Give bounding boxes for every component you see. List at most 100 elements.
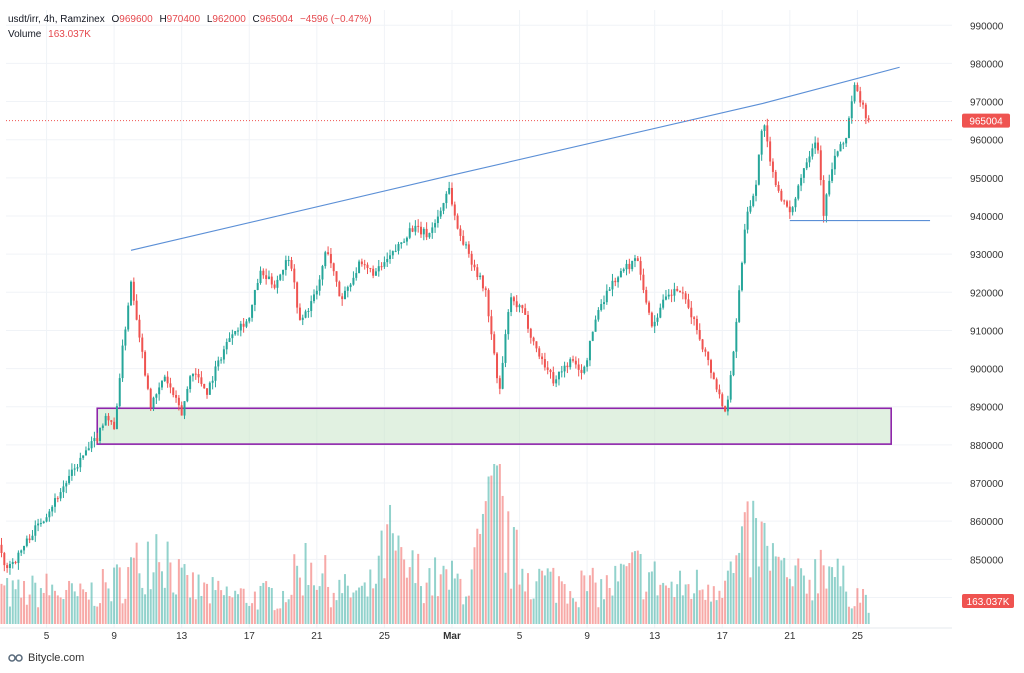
volume-bar (346, 585, 349, 624)
volume-bar (287, 599, 290, 624)
volume-bar (279, 608, 282, 624)
candle-body (225, 341, 228, 350)
candle (8, 560, 11, 575)
candle-body (245, 321, 248, 327)
volume-bar (17, 579, 20, 624)
candle-body (236, 330, 239, 332)
candle (166, 371, 169, 388)
volume-bar (99, 603, 102, 624)
candle-body (180, 405, 183, 416)
candle-body (200, 377, 203, 384)
candle (791, 206, 794, 216)
candle (282, 269, 285, 281)
candle (318, 275, 321, 296)
volume-bar (431, 595, 434, 624)
candle (403, 238, 406, 244)
volume-bar (53, 590, 56, 624)
volume-bar (436, 596, 439, 624)
volume-bar (177, 559, 180, 624)
candle (442, 202, 445, 215)
candle-body (808, 156, 811, 163)
candle-body (90, 441, 93, 449)
candle-body (53, 498, 56, 507)
candle-body (476, 267, 479, 278)
volume-bar (408, 567, 411, 624)
volume-bar (552, 567, 555, 624)
candle (436, 209, 439, 228)
volume-bar (313, 585, 316, 624)
candle (372, 265, 375, 279)
candle-body (614, 280, 617, 283)
candle (34, 520, 37, 542)
volume-bar (208, 603, 211, 624)
candle-body (335, 271, 338, 282)
volume-bar (118, 567, 121, 624)
volume-bar (512, 527, 515, 624)
candle (262, 268, 265, 279)
y-tick-label: 900000 (970, 365, 1004, 376)
candle (566, 362, 569, 374)
y-tick-label: 970000 (970, 98, 1004, 109)
volume-bar (158, 562, 161, 624)
candle-body (679, 290, 682, 293)
x-tick-label: 17 (717, 631, 729, 642)
candle-body (101, 425, 104, 428)
candle-body (37, 523, 40, 526)
candle-body (755, 184, 758, 196)
candle (611, 273, 614, 297)
candle (690, 301, 693, 325)
candle-body (555, 379, 558, 384)
candle (124, 326, 127, 351)
candle-body (79, 457, 82, 468)
candle (14, 560, 17, 565)
volume-bar (791, 586, 794, 624)
volume-bar (805, 593, 808, 624)
candle-body (453, 204, 456, 216)
volume-bar (149, 589, 152, 624)
candle-body (96, 438, 99, 441)
candle (177, 395, 180, 411)
volume-bar (549, 571, 552, 624)
volume-bar (856, 588, 859, 624)
candle-body (217, 360, 220, 367)
volume-bar (442, 565, 445, 624)
volume-bar (45, 573, 48, 624)
candle (681, 286, 684, 300)
candle-body (132, 281, 135, 301)
volume-bar (42, 592, 45, 624)
volume-bar (245, 602, 248, 624)
candle-body (172, 387, 175, 395)
volume-bar (343, 574, 346, 624)
candle-body (276, 279, 279, 288)
candle (321, 264, 324, 286)
candle (397, 241, 400, 255)
candle (6, 562, 9, 573)
candle (408, 222, 411, 240)
candle (256, 278, 259, 291)
volume-bar (276, 608, 279, 624)
candle (343, 286, 346, 300)
candle (267, 270, 270, 280)
candle (220, 357, 223, 364)
candle (687, 293, 690, 310)
volume-bar (251, 603, 254, 624)
candle (296, 281, 299, 314)
candle-body (493, 334, 496, 354)
volume-bar (445, 569, 448, 624)
volume-bar (34, 582, 37, 624)
volume-bar (217, 580, 220, 624)
candle-body (515, 301, 518, 308)
volume-bar (766, 545, 769, 624)
candle (425, 222, 428, 241)
candle-body (144, 351, 147, 376)
candle (546, 361, 549, 375)
volume-bar (862, 588, 865, 624)
candle-body (670, 294, 673, 296)
volume-bar (648, 572, 651, 624)
volume-bar (298, 577, 301, 624)
candle (510, 293, 513, 317)
candle-body (619, 271, 622, 278)
x-tick-label: Mar (443, 631, 461, 642)
volume-bar (639, 554, 642, 624)
volume-bar (79, 583, 82, 624)
